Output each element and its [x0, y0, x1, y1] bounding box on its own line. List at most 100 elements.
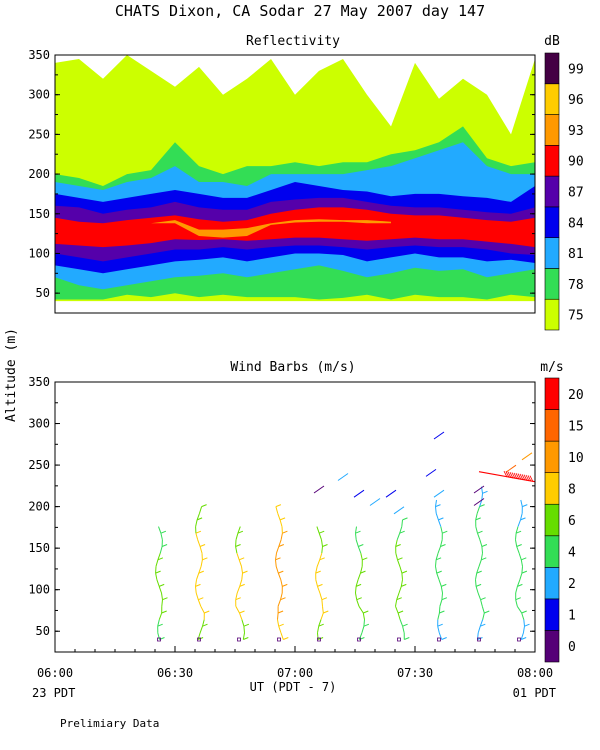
wind-barb-flag-5-10	[360, 570, 366, 574]
wind-barb-shaft-3-4	[277, 612, 279, 620]
wind-barb-shaft-0-7	[161, 592, 163, 600]
wind-barb-shaft-0-8	[158, 586, 162, 594]
wind-barb-flag-5-12	[362, 557, 368, 561]
wind-barb-shaft-8-16	[477, 533, 481, 540]
wind-barb-flag-7-12	[435, 557, 442, 561]
wind-barb-flag-5-14	[358, 544, 364, 547]
wind-barb-flag-9-16	[515, 530, 522, 534]
wind-barb-shaft-1-2	[199, 626, 203, 634]
wind-barb-shaft-2-5	[235, 606, 240, 614]
wind-barb-shaft-9-17	[515, 526, 519, 534]
wind-barb-flag-9-12	[521, 557, 527, 561]
wind-strong-barb-tick-6	[517, 473, 522, 480]
wind-upper-barb-1	[337, 473, 349, 481]
reflectivity-panel: Reflectivity 50 100 150 200 250 300 350 75 78 81…	[28, 34, 584, 331]
wind-barb-shaft-3-1	[280, 632, 284, 640]
wind-upper-barb-4	[385, 489, 397, 498]
wind-barb-flag-7-20	[435, 504, 441, 508]
wind-barb-flag-6-10	[401, 570, 408, 574]
reflectivity-layer-6-0	[151, 219, 391, 238]
wind-colorbar-label: m/s	[540, 360, 563, 375]
wind-barb-shaft-2-4	[239, 612, 243, 620]
wind-barb-shaft-8-17	[475, 526, 478, 534]
wind-plot-frame	[54, 381, 536, 653]
wind-barb-shaft-0-12	[155, 559, 159, 567]
wind-barb-shaft-9-14	[516, 546, 520, 554]
wind-barb-shaft-2-8	[236, 586, 241, 594]
wind-barb-shaft-1-3	[202, 619, 205, 627]
wind-barb-flag-2-14	[235, 544, 241, 547]
wind-barb-shaft-6-15	[395, 539, 398, 547]
wind-barb-flag-6-12	[397, 557, 403, 561]
wind-barb-shaft-1-6	[197, 599, 202, 607]
wind-colorbar-tick-5: 8	[568, 482, 576, 497]
reflectivity-colorbar-swatch-1	[544, 268, 560, 300]
wind-barb-flag-1-16	[195, 530, 202, 534]
wind-barb-flag-0-10	[155, 570, 161, 574]
wind-colorbar-tick-2: 2	[568, 577, 576, 592]
wind-barb-flag-9-14	[516, 544, 522, 547]
wind-ytick-label-4: 250	[28, 458, 50, 472]
reflectivity-colorbar-tick-1: 78	[568, 278, 584, 293]
wind-barb-flag-7-0	[441, 637, 447, 640]
wind-barb-shaft-3-16	[280, 533, 283, 540]
wind-barb-shaft-1-14	[199, 546, 203, 554]
wind-barb-flag-1-2	[202, 623, 208, 627]
wind-barb-shaft-9-12	[520, 559, 523, 567]
wind-barb-shaft-5-6	[356, 599, 360, 607]
reflectivity-colorbar-tick-3: 84	[568, 216, 584, 231]
wind-barb-shaft-8-15	[479, 539, 483, 547]
wind-barb-shaft-2-3	[241, 619, 245, 627]
wind-barb-flag-9-18	[520, 517, 526, 521]
wind-barb-shaft-7-19	[435, 513, 439, 521]
wind-barb-shaft-5-5	[358, 606, 364, 614]
wind-barb-shaft-3-7	[280, 592, 283, 600]
wind-base-marker-3	[277, 637, 281, 642]
wind-barb-flag-8-8	[475, 583, 482, 587]
wind-colorbar-tick-6: 10	[568, 451, 584, 466]
reflectivity-colorbar-tick-7: 96	[568, 93, 584, 108]
wind-base-marker-1	[197, 637, 201, 642]
wind-barb-shaft-8-19	[475, 513, 478, 521]
wind-upper-barb-8	[433, 489, 445, 498]
wind-barb-shaft-9-3	[523, 619, 525, 627]
wind-barb-flag-3-6	[280, 597, 286, 601]
reflectivity-ytick-label-0: 50	[36, 286, 50, 300]
wind-barb-shaft-6-9	[400, 579, 403, 587]
wind-upper-barb-10	[473, 498, 485, 506]
wind-ytick-label-1: 100	[28, 583, 50, 597]
reflectivity-colorbar-tick-2: 81	[568, 247, 584, 262]
wind-colorbar-tick-1: 1	[568, 609, 576, 624]
wind-colorbar-swatch-0	[544, 630, 560, 663]
wind-barb-shaft-0-10	[155, 573, 158, 580]
wind-barb-flag-3-4	[277, 610, 284, 614]
wind-barb-flag-6-18	[402, 517, 408, 521]
wind-barb-shaft-8-3	[479, 619, 484, 627]
wind-barb-flag-9-20	[522, 504, 528, 508]
wind-barb-shaft-2-2	[243, 626, 245, 633]
reflectivity-layers	[55, 55, 535, 302]
wind-strong-barb-tick-8	[513, 472, 518, 480]
wind-barb-flag-8-2	[480, 623, 486, 627]
wind-barb-flag-3-8	[282, 583, 288, 587]
wind-barb-shaft-8-22	[481, 493, 483, 501]
wind-colorbar-swatch-2	[544, 567, 560, 600]
wind-barb-flag-4-8	[317, 583, 323, 587]
wind-barb-shaft-6-3	[399, 619, 404, 627]
wind-barb-shaft-7-20	[435, 506, 437, 514]
wind-barb-shaft-2-12	[238, 559, 242, 567]
wind-barb-flag-8-20	[479, 504, 485, 508]
wind-barb-shaft-5-8	[355, 586, 357, 594]
wind-barb-flag-1-4	[204, 610, 210, 614]
wind-barb-shaft-2-1	[242, 632, 245, 640]
wind-barb-shaft-5-3	[363, 619, 365, 627]
wind-barb-flag-7-18	[438, 517, 444, 521]
wind-barb-shaft-6-12	[397, 559, 401, 567]
wind-barb-flag-2-4	[239, 610, 245, 614]
wind-strong-barb-tick-5	[519, 473, 524, 481]
wind-barb-shaft-4-3	[318, 619, 322, 627]
wind-barb-shaft-9-4	[521, 612, 525, 620]
wind-barb-shaft-8-21	[479, 499, 483, 507]
wind-barb-shaft-9-1	[520, 632, 524, 640]
wind-barb-shaft-1-16	[195, 533, 199, 540]
